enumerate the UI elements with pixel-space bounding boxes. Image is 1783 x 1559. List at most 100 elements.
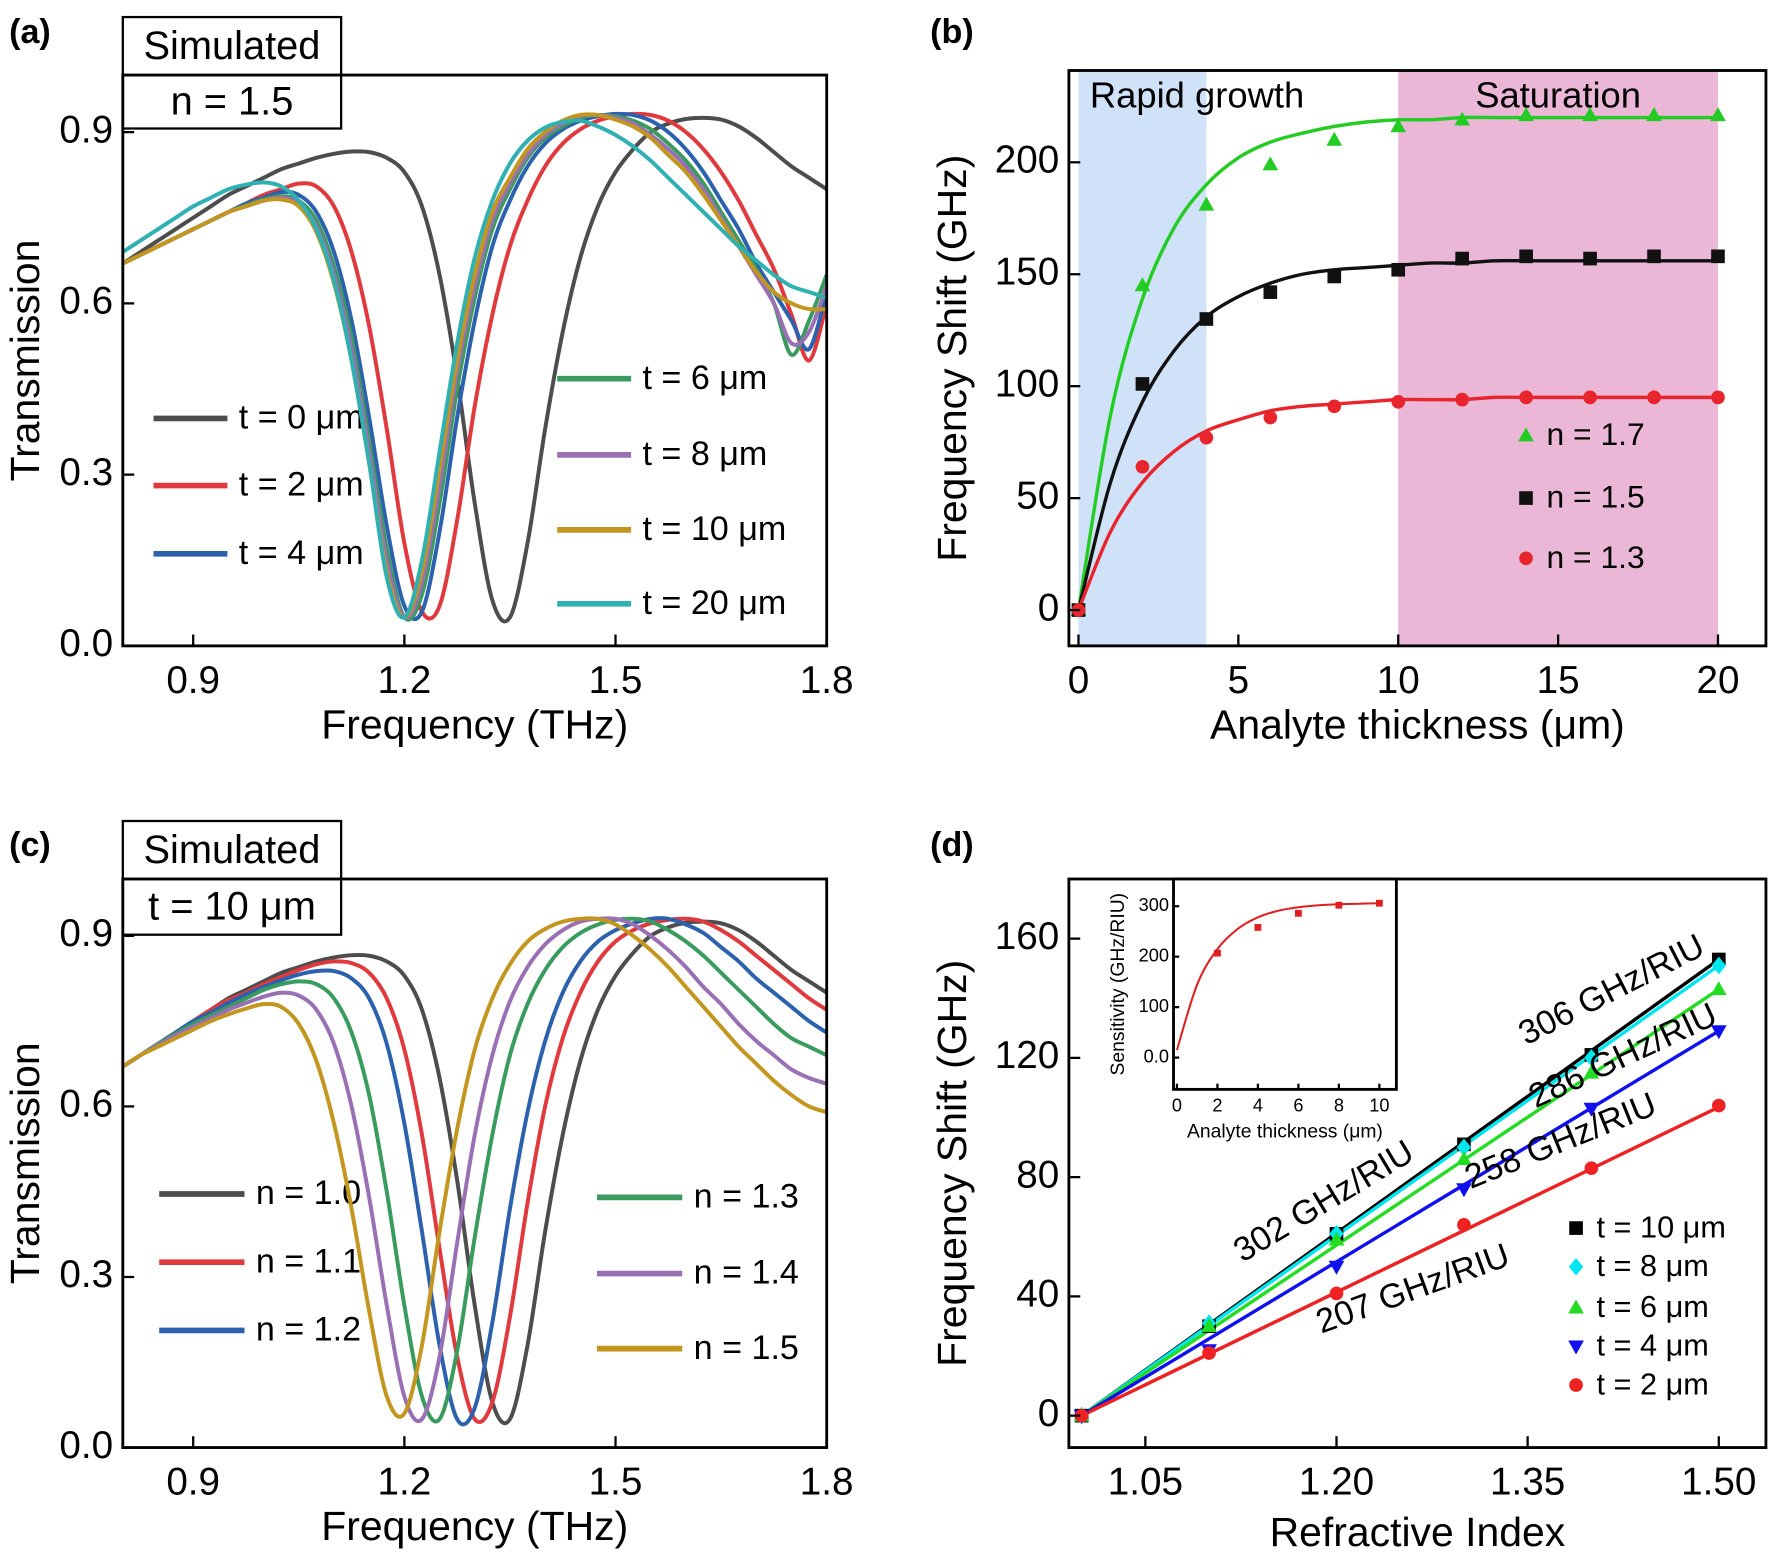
legend-label: t = 8 μm <box>1597 1248 1709 1283</box>
legend-marker <box>1568 1257 1584 1276</box>
x-axis-title: Frequency (THz) <box>321 1503 628 1549</box>
x-tick-label: 6 <box>1293 1095 1303 1115</box>
marker <box>1263 285 1278 299</box>
marker <box>1198 196 1215 211</box>
y-tick-label: 0.3 <box>59 1253 113 1296</box>
legend-label: n = 1.1 <box>256 1242 361 1280</box>
legend-label: t = 20 μm <box>642 584 786 622</box>
marker <box>1456 1183 1472 1198</box>
legend-marker <box>1568 1299 1584 1314</box>
marker <box>1457 1218 1471 1232</box>
marker <box>1583 390 1597 405</box>
legend-label: t = 10 μm <box>642 510 786 548</box>
plot-frame <box>1067 877 1768 1449</box>
marker <box>1711 249 1725 264</box>
line-series <box>122 916 827 1427</box>
legend-label: t = 10 μm <box>1597 1209 1726 1244</box>
legend-label: t = 2 μm <box>239 466 364 504</box>
y-axis-title: Transmission <box>2 1042 48 1284</box>
fit-line <box>1076 258 1718 611</box>
x-tick-label: 1.20 <box>1299 1461 1374 1504</box>
y-tick-label: 0.9 <box>59 108 113 151</box>
x-axis-title: Refractive Index <box>1270 1509 1566 1555</box>
marker <box>1327 269 1342 284</box>
x-axis-title: Analyte thickness (μm) <box>1210 702 1625 748</box>
marker <box>1328 1260 1345 1275</box>
x-tick-label: 8 <box>1334 1095 1344 1115</box>
legend-label: n = 1.3 <box>694 1178 799 1216</box>
marker <box>1391 262 1406 277</box>
x-tick-label: 20 <box>1696 659 1739 702</box>
line-series <box>122 916 827 1419</box>
y-tick-label: 200 <box>995 139 1060 182</box>
x-tick-label: 1.5 <box>589 659 643 702</box>
marker <box>1294 909 1302 917</box>
marker <box>1262 156 1279 171</box>
marker <box>1202 1346 1216 1360</box>
x-tick-label: 1.50 <box>1681 1461 1756 1504</box>
region-label: Saturation <box>1475 74 1641 115</box>
marker <box>1584 1049 1599 1067</box>
legend-label: t = 2 μm <box>1597 1366 1709 1401</box>
x-tick-label: 1.8 <box>800 659 854 702</box>
marker <box>1390 118 1407 133</box>
x-tick-label: 10 <box>1377 659 1420 702</box>
marker <box>1711 390 1725 405</box>
x-tick-label: 4 <box>1253 1095 1263 1115</box>
x-tick-label: 0.9 <box>166 659 220 702</box>
legend-label: n = 1.0 <box>256 1174 361 1212</box>
y-tick-label: 0.6 <box>59 1083 113 1126</box>
x-tick-label: 15 <box>1537 659 1580 702</box>
annotation: Simulated <box>144 24 321 68</box>
x-tick-label: 1.8 <box>800 1461 854 1504</box>
legend-label: t = 4 μm <box>1597 1328 1709 1363</box>
legend-label: n = 1.2 <box>256 1311 361 1349</box>
legend-marker <box>1518 427 1534 442</box>
x-tick-label: 1.2 <box>377 659 431 702</box>
marker <box>1647 249 1661 264</box>
plot-frame <box>1172 877 1398 1091</box>
marker <box>1519 249 1533 264</box>
marker <box>1135 459 1150 474</box>
x-tick-label: 2 <box>1212 1095 1222 1115</box>
region <box>1078 70 1207 646</box>
y-tick-label: 120 <box>995 1034 1060 1077</box>
fit-line <box>1080 1029 1720 1418</box>
legend-label: n = 1.3 <box>1546 539 1644 575</box>
fit-line <box>1080 987 1720 1418</box>
marker <box>1647 390 1661 405</box>
marker <box>1391 395 1406 409</box>
marker <box>1135 377 1150 391</box>
legend-label: t = 8 μm <box>642 435 767 473</box>
y-tick-label: 160 <box>995 915 1060 958</box>
x-tick-label: 1.2 <box>377 1461 431 1504</box>
marker <box>1375 899 1383 907</box>
y-tick-label: 200 <box>1139 945 1169 965</box>
y-tick-label: 0.9 <box>59 912 113 955</box>
legend-label: t = 4 μm <box>239 534 364 572</box>
legend-label: n = 1.5 <box>694 1329 799 1367</box>
y-tick-label: 40 <box>1016 1273 1059 1316</box>
marker <box>1583 1064 1600 1079</box>
x-tick-label: 1.35 <box>1490 1461 1565 1504</box>
annotation-box <box>121 15 343 77</box>
x-tick-label: 0 <box>1172 1095 1182 1115</box>
annotation-box <box>121 73 343 130</box>
marker <box>1329 1286 1344 1301</box>
y-tick-label: 100 <box>1139 996 1169 1016</box>
region <box>1398 70 1718 646</box>
legend-marker <box>1569 1221 1583 1235</box>
panel-label: (d) <box>930 826 974 864</box>
annotation-box <box>121 877 343 936</box>
fit-line <box>1080 1105 1720 1418</box>
fit-line <box>1076 115 1718 611</box>
marker <box>1134 277 1151 292</box>
y-axis-title: Transmission <box>2 240 48 482</box>
marker <box>1335 901 1343 909</box>
y-tick-label: 150 <box>995 250 1060 293</box>
panel-label: (b) <box>930 13 974 51</box>
marker <box>1583 1102 1600 1117</box>
x-tick-label: 5 <box>1228 659 1250 702</box>
marker <box>1327 399 1342 414</box>
marker <box>1263 410 1278 425</box>
